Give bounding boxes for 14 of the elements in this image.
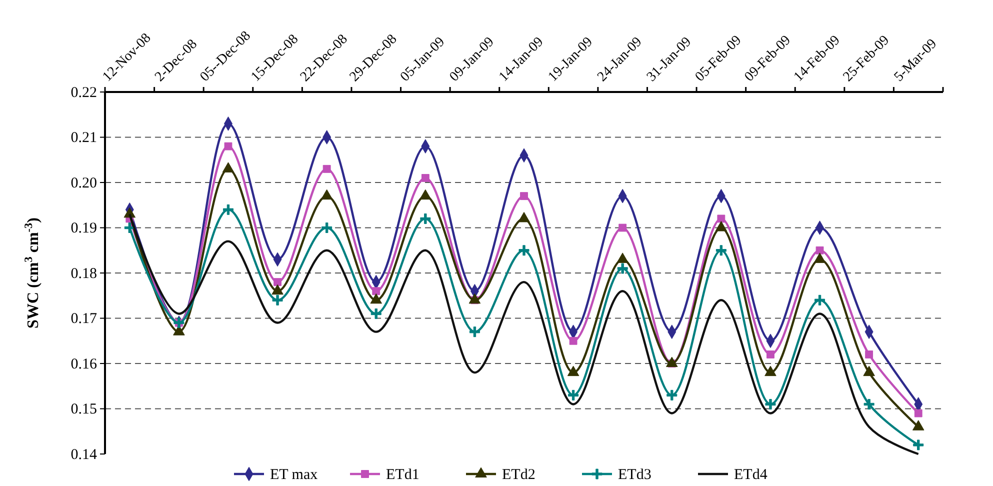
legend-label: ET max: [270, 467, 318, 483]
y-tick-label: 0.22: [70, 84, 97, 101]
legend-label: ETd3: [618, 467, 652, 483]
y-tick-label: 0.16: [70, 356, 98, 372]
legend-label: ETd1: [386, 467, 420, 483]
y-tick-label: 0.18: [70, 266, 97, 282]
y-tick-label: 0.15: [70, 402, 97, 418]
legend-label: ETd2: [502, 467, 536, 483]
legend-label: ETd4: [734, 467, 768, 483]
y-tick-label: 0.21: [70, 130, 97, 146]
y-tick-label: 0.19: [70, 220, 97, 237]
y-tick-label: 0.17: [70, 311, 98, 328]
y-tick-label: 0.20: [70, 175, 97, 192]
y-tick-label: 0.14: [70, 446, 98, 463]
